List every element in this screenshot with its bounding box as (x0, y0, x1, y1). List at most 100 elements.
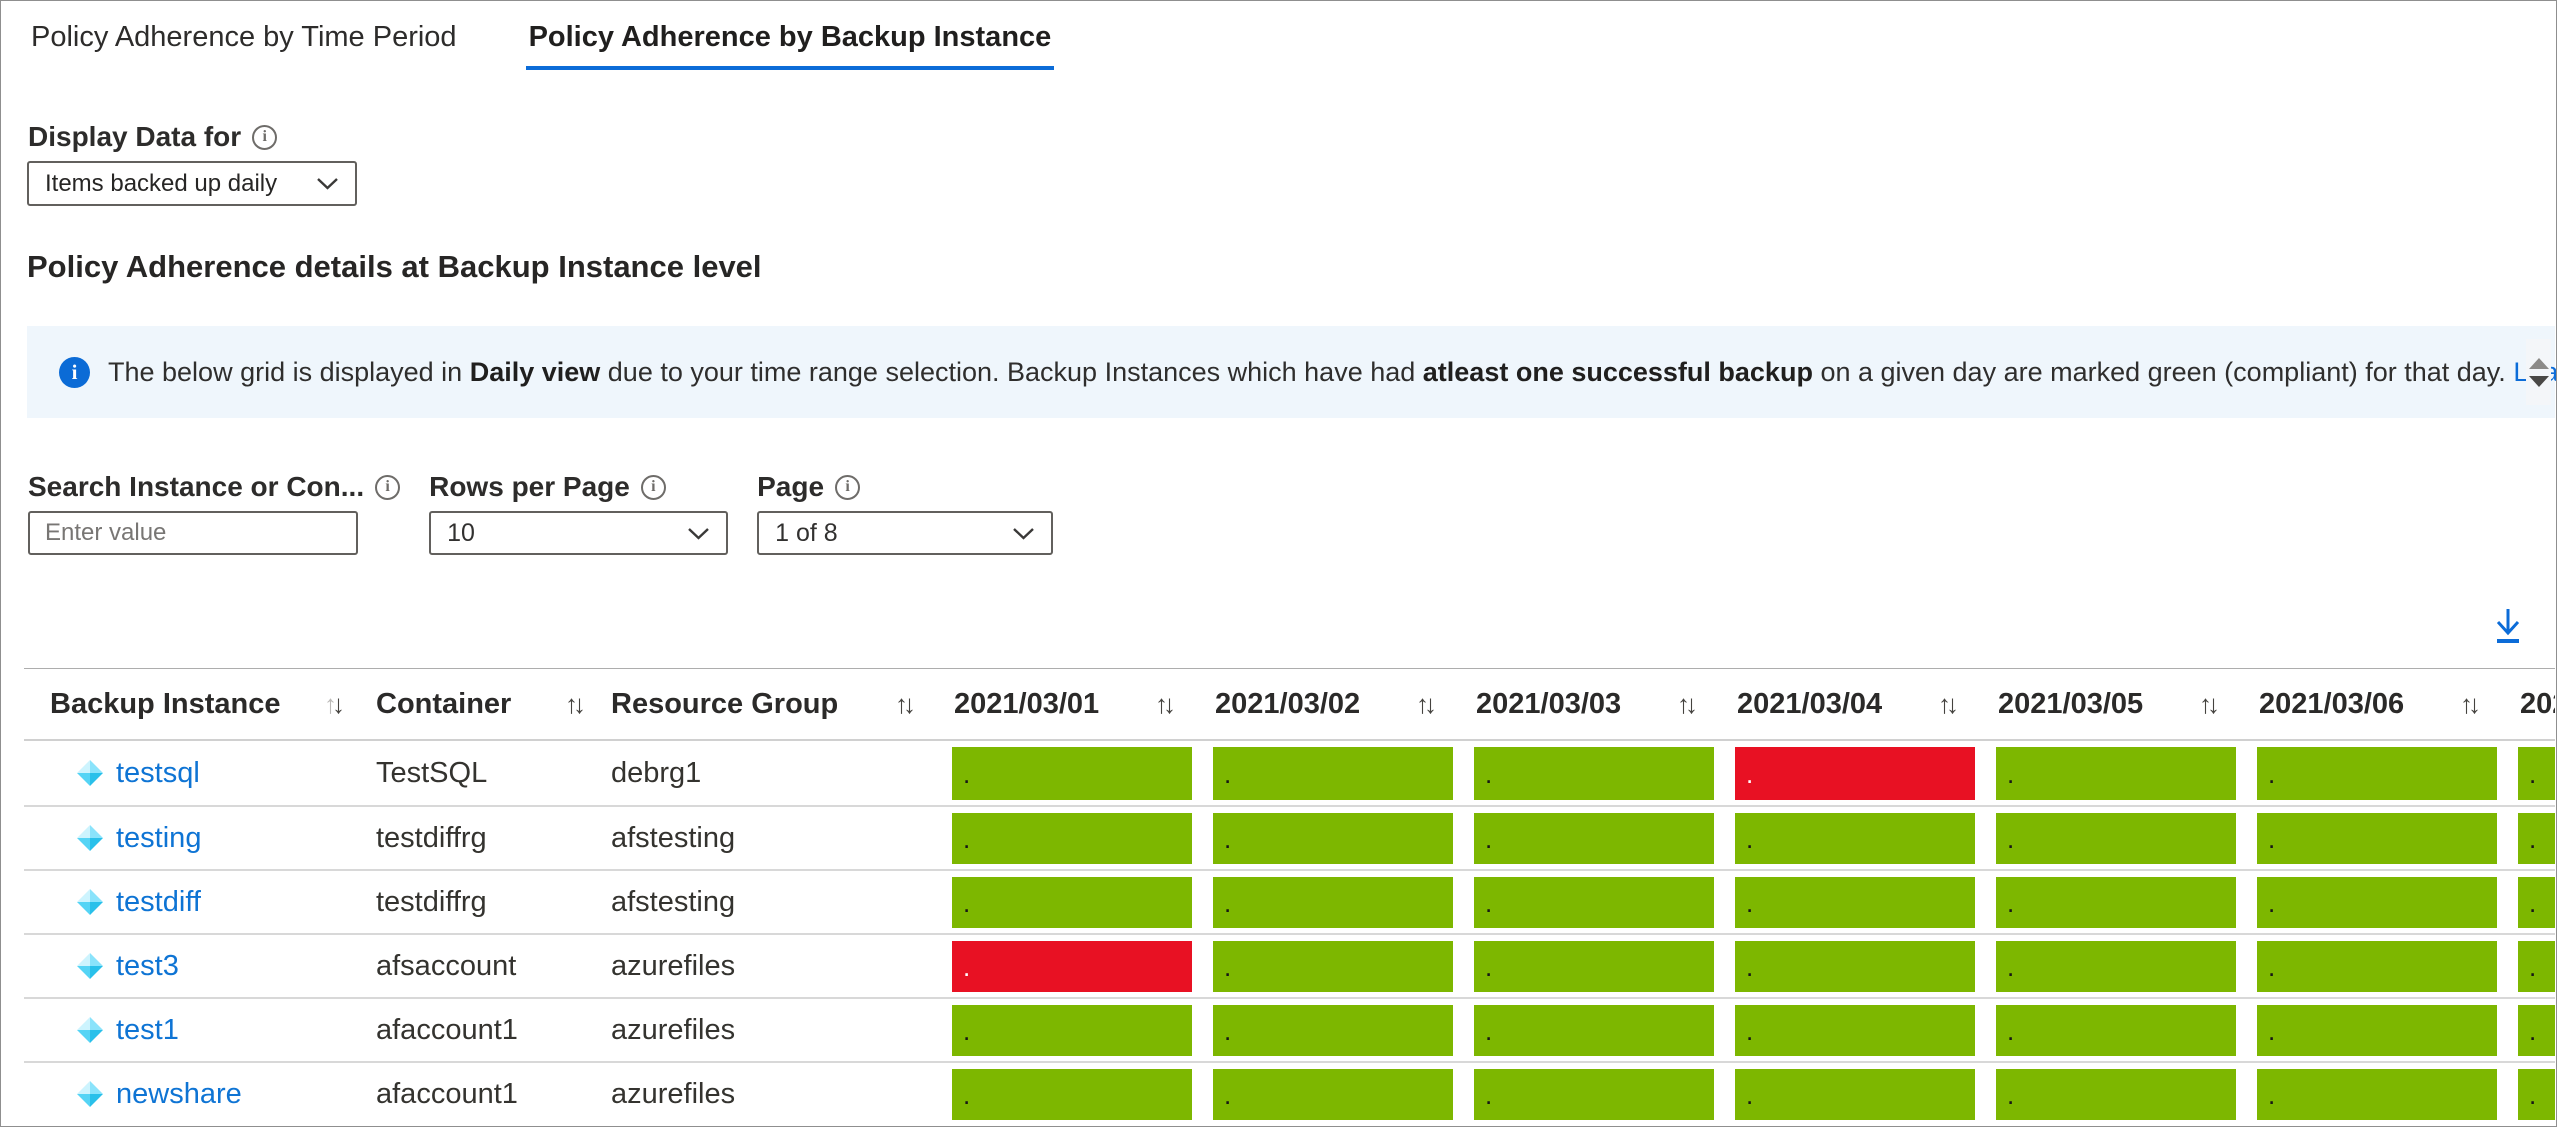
column-header-date[interactable]: 2021/03/03 ↑ ↓ (1458, 688, 1719, 721)
column-header-date[interactable]: 2021/03/04 ↑ ↓ (1719, 688, 1980, 721)
cell-marker: . (963, 1015, 971, 1046)
day-cell: . (1980, 741, 2241, 805)
banner-scrollbar[interactable] (2526, 339, 2551, 405)
backup-instance-link[interactable]: newshare (116, 1077, 242, 1110)
backup-instance-link[interactable]: test3 (116, 949, 179, 982)
day-status-noncompliant: . (952, 941, 1192, 992)
sort-icon[interactable]: ↑ ↓ (1416, 689, 1437, 720)
resource-group-cell: azurefiles (611, 1077, 736, 1110)
backup-instance-link[interactable]: testing (116, 821, 202, 854)
cell-marker: . (1746, 758, 1754, 789)
info-icon[interactable] (640, 474, 666, 500)
page-label-text: Page (757, 471, 825, 502)
sort-icon[interactable]: ↑ ↓ (324, 689, 345, 720)
day-status-compliant: . (1474, 1069, 1714, 1120)
day-cell: . (1719, 871, 1980, 933)
scroll-down-icon[interactable] (2528, 375, 2549, 387)
day-cell: . (936, 741, 1197, 805)
cell-marker: . (2268, 758, 2276, 789)
column-header-backup-instance[interactable]: Backup Instance ↑ ↓ (24, 688, 361, 721)
backup-instance-link[interactable]: test1 (116, 1013, 179, 1046)
day-cell: . (1458, 807, 1719, 869)
column-header-date[interactable]: 2021/03/06 ↑ ↓ (2241, 688, 2502, 721)
page-dropdown[interactable]: 1 of 8 (757, 511, 1054, 555)
day-cell: . (1197, 1063, 1458, 1125)
banner-text-3: on a given day are marked green (complia… (1812, 356, 2514, 387)
sort-icon[interactable]: ↑ ↓ (2460, 689, 2481, 720)
sort-descending-arrow: ↓ (1163, 688, 1176, 719)
display-data-for-dropdown[interactable]: Items backed up daily (27, 161, 357, 206)
day-status-compliant: . (952, 877, 1192, 928)
day-cell: . (1458, 1063, 1719, 1125)
day-status-compliant: . (1735, 877, 1975, 928)
day-status-compliant: . (1213, 941, 1453, 992)
sort-icon[interactable]: ↑ ↓ (2199, 689, 2220, 720)
day-status-compliant: . (2518, 813, 2555, 864)
cell-marker: . (1224, 823, 1232, 854)
day-cell: . (1980, 999, 2241, 1061)
day-status-compliant: . (2257, 1069, 2497, 1120)
page-value: 1 of 8 (775, 518, 838, 547)
policy-adherence-grid: Backup Instance ↑ ↓ Container ↑ ↓ Resource Gro… (24, 668, 2555, 1125)
day-cell: . (1719, 935, 1980, 997)
backup-instance-icon (77, 825, 103, 851)
column-header-label: 2021/03/06 (2259, 687, 2405, 720)
sort-icon[interactable]: ↑ ↓ (895, 689, 916, 720)
search-input[interactable] (28, 511, 358, 555)
day-status-compliant: . (1474, 1005, 1714, 1056)
column-header-date[interactable]: 2021/03/01 ↑ ↓ (936, 688, 1197, 721)
info-icon[interactable] (375, 474, 401, 500)
day-status-compliant: . (1213, 813, 1453, 864)
cell-marker: . (2268, 823, 2276, 854)
day-cell: . (1458, 999, 1719, 1061)
backup-instance-link[interactable]: testdiff (116, 885, 201, 918)
table-row: test1 afaccount1 azurefiles....... (24, 997, 2555, 1061)
backup-instance-cell: test3 (24, 950, 361, 983)
info-banner: The below grid is displayed in Daily vie… (27, 326, 2556, 418)
day-cell: . (1980, 935, 2241, 997)
info-icon[interactable] (252, 124, 278, 150)
sort-ascending-arrow: ↑ (2199, 688, 2212, 719)
column-header-resource-group[interactable]: Resource Group ↑ ↓ (596, 688, 936, 721)
chevron-down-icon (317, 178, 338, 190)
info-icon[interactable] (835, 474, 861, 500)
backup-instance-cell: testsql (24, 757, 361, 790)
sort-icon[interactable]: ↑ ↓ (1677, 689, 1698, 720)
display-data-for-value: Items backed up daily (45, 169, 278, 197)
day-status-compliant: . (1474, 813, 1714, 864)
day-status-compliant: . (1474, 877, 1714, 928)
column-header-container[interactable]: Container ↑ ↓ (361, 688, 596, 721)
sort-descending-arrow: ↓ (1424, 688, 1437, 719)
day-status-compliant: . (2257, 747, 2497, 800)
tab-policy-adherence-by-backup-instance[interactable]: Policy Adherence by Backup Instance (525, 1, 1055, 70)
day-cell: . (1197, 871, 1458, 933)
cell-marker: . (2007, 823, 2015, 854)
sort-icon[interactable]: ↑ ↓ (1155, 689, 1176, 720)
day-status-compliant: . (2257, 877, 2497, 928)
sort-icon[interactable]: ↑ ↓ (1938, 689, 1959, 720)
backup-instance-cell: test1 (24, 1014, 361, 1047)
column-header-date[interactable]: 2021/03/05 ↑ ↓ (1980, 688, 2241, 721)
column-header-date[interactable]: 2021/03/02 ↑ ↓ (1197, 688, 1458, 721)
cell-marker: . (1224, 1079, 1232, 1110)
cell-marker: . (2529, 1015, 2537, 1046)
display-data-for-text: Display Data for (28, 121, 242, 152)
tab-policy-adherence-by-time-period[interactable]: Policy Adherence by Time Period (31, 21, 457, 53)
cell-marker: . (1746, 951, 1754, 982)
export-download-button[interactable] (2493, 607, 2523, 649)
banner-text-2: due to your time range selection. Backup… (600, 356, 1423, 387)
backup-instance-link[interactable]: testsql (116, 756, 200, 789)
sort-icon[interactable]: ↑ ↓ (565, 689, 586, 720)
cell-marker: . (1485, 1015, 1493, 1046)
sort-descending-arrow: ↓ (903, 688, 916, 719)
sort-ascending-arrow: ↑ (2460, 688, 2473, 719)
column-header-date[interactable]: 2021/03/07↑↓ (2502, 688, 2555, 721)
rows-per-page-dropdown[interactable]: 10 (429, 511, 729, 555)
column-header-label: Backup Instance (50, 687, 281, 720)
tab-bar: Policy Adherence by Time Period Policy A… (28, 1, 1055, 70)
scroll-up-icon[interactable] (2528, 357, 2549, 369)
day-cell: . (2502, 871, 2555, 933)
day-cell: . (2502, 935, 2555, 997)
day-status-compliant: . (1996, 1069, 2236, 1120)
day-status-compliant: . (1735, 813, 1975, 864)
